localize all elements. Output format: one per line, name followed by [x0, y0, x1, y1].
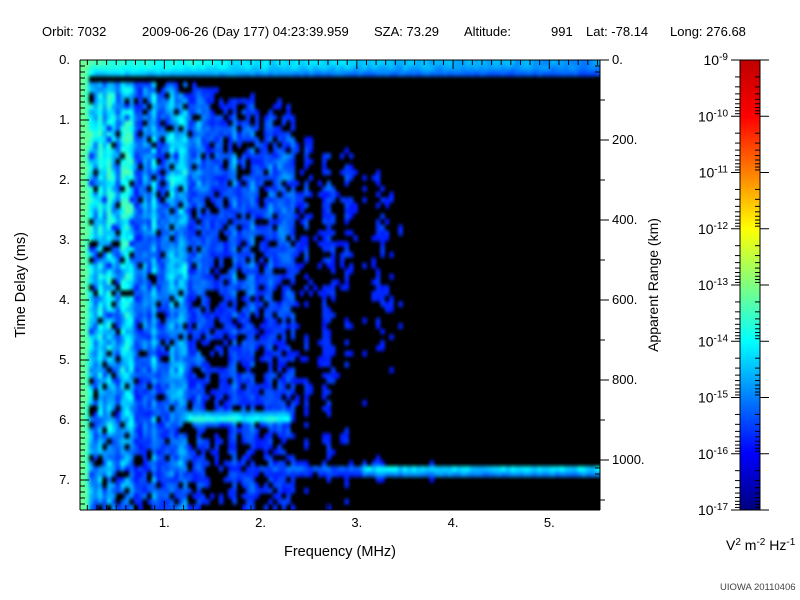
- svg-text:0.: 0.: [612, 52, 623, 67]
- svg-text:V2 m-2 Hz-1: V2 m-2 Hz-1: [726, 537, 796, 554]
- svg-text:800.: 800.: [612, 372, 637, 387]
- svg-text:200.: 200.: [612, 132, 637, 147]
- svg-text:1.: 1.: [159, 515, 170, 530]
- svg-text:1.: 1.: [59, 112, 70, 127]
- svg-text:6.: 6.: [59, 412, 70, 427]
- svg-text:2.: 2.: [59, 172, 70, 187]
- svg-text:4.: 4.: [448, 515, 459, 530]
- svg-text:10-17: 10-17: [698, 502, 728, 519]
- svg-text:10-14: 10-14: [698, 333, 728, 350]
- svg-text:10-13: 10-13: [698, 277, 728, 294]
- svg-text:Apparent Range (km): Apparent Range (km): [645, 218, 661, 352]
- svg-text:1000.: 1000.: [612, 452, 645, 467]
- svg-text:10-10: 10-10: [698, 108, 728, 125]
- svg-text:10-11: 10-11: [699, 164, 729, 181]
- svg-text:0.: 0.: [59, 52, 70, 67]
- svg-text:3.: 3.: [59, 232, 70, 247]
- svg-text:5.: 5.: [59, 352, 70, 367]
- svg-text:UIOWA 20110406: UIOWA 20110406: [720, 582, 796, 593]
- svg-text:4.: 4.: [59, 292, 70, 307]
- svg-text:10-15: 10-15: [698, 389, 728, 406]
- svg-text:2.: 2.: [255, 515, 266, 530]
- svg-text:10-9: 10-9: [704, 52, 729, 69]
- svg-text:7.: 7.: [59, 472, 70, 487]
- svg-text:Time Delay (ms): Time Delay (ms): [13, 232, 29, 338]
- svg-text:3.: 3.: [351, 515, 362, 530]
- svg-text:400.: 400.: [612, 212, 637, 227]
- svg-text:600.: 600.: [612, 292, 637, 307]
- svg-text:Frequency (MHz): Frequency (MHz): [284, 544, 396, 560]
- svg-text:5.: 5.: [544, 515, 555, 530]
- svg-text:10-12: 10-12: [698, 220, 728, 237]
- svg-text:10-16: 10-16: [698, 445, 728, 462]
